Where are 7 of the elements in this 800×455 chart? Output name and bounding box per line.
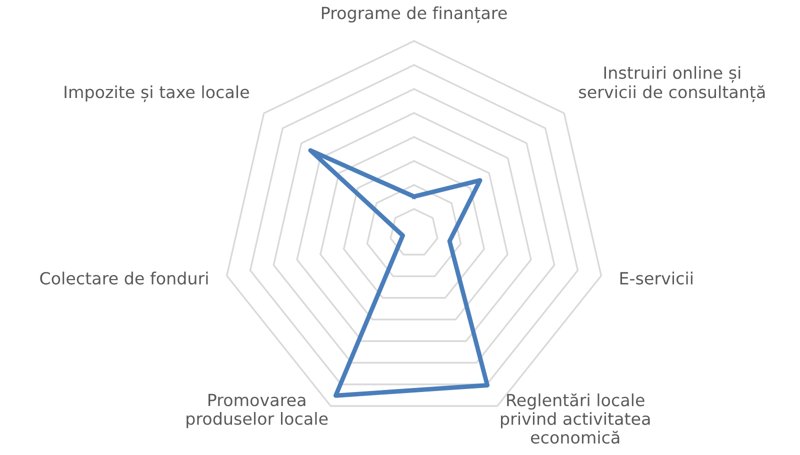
- spoke-label: Instruiri online și servicii de consultanță: [579, 66, 765, 102]
- spoke-label: Impozite și taxe locale: [64, 85, 249, 102]
- spoke-label: Colectare de fonduri: [40, 272, 208, 285]
- spoke-label: E-servicii: [620, 272, 692, 285]
- spoke-label: Reglentări locale privind activitatea economică: [500, 393, 650, 444]
- spoke-label: Programe de finanțare: [322, 6, 507, 23]
- spoke-label: Promovarea produselor locale: [186, 394, 328, 428]
